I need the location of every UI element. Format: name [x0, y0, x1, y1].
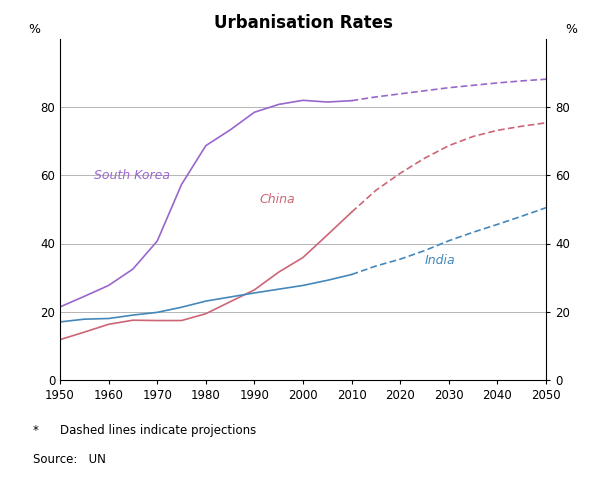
Text: *: *	[33, 424, 39, 437]
Text: Dashed lines indicate projections: Dashed lines indicate projections	[60, 424, 256, 437]
Text: South Korea: South Korea	[94, 169, 170, 182]
Text: %: %	[28, 22, 40, 36]
Title: Urbanisation Rates: Urbanisation Rates	[214, 14, 392, 32]
Text: Source:   UN: Source: UN	[33, 453, 106, 466]
Text: India: India	[425, 254, 455, 267]
Text: China: China	[259, 192, 295, 206]
Text: %: %	[566, 22, 578, 36]
